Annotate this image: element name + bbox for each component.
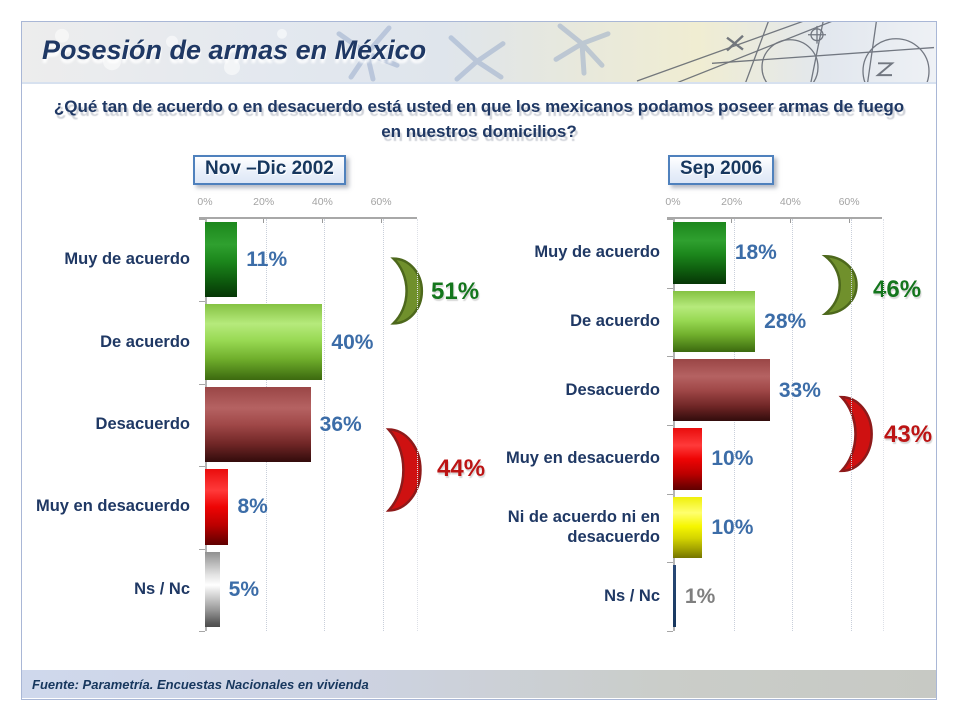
category-label-ns-nc: Ns / Nc xyxy=(30,549,190,631)
bar-muy-en-desacuerdo xyxy=(673,428,703,490)
category-axis-tick xyxy=(667,562,673,564)
disagree-total-2006: 43% xyxy=(884,421,933,448)
agree-total-2006: 46% xyxy=(873,276,922,303)
bar-ni-de-acuerdo-ni-en-desacuerdo xyxy=(673,496,703,559)
category-axis-tick xyxy=(199,219,205,220)
gridline xyxy=(851,219,853,631)
disagree-crescent-2002 xyxy=(368,425,424,515)
category-label-text: De acuerdo xyxy=(570,312,660,331)
category-axis-tick xyxy=(667,631,673,632)
bar-muy-en-desacuerdo xyxy=(205,469,229,545)
category-label-muy-en-desacuerdo: Muy en desacuerdo xyxy=(30,466,190,548)
bar-de-acuerdo xyxy=(205,304,323,380)
page-title: Posesión de armas en México xyxy=(42,35,427,65)
category-label-text: De acuerdo xyxy=(100,332,190,351)
axis-tick-label: 20% xyxy=(721,196,743,208)
header-decoration xyxy=(55,22,935,82)
value-label-muy-en-desacuerdo: 10% xyxy=(711,447,754,471)
bar-muy-de-acuerdo xyxy=(673,222,726,284)
x-axis-line xyxy=(667,217,882,219)
agree-crescent-2002 xyxy=(375,255,425,327)
axis-tick-label: 0% xyxy=(665,196,681,208)
value-label-ns-nc: 5% xyxy=(228,577,260,601)
axis-tick-label: 0% xyxy=(197,196,213,208)
axis-tick-mark xyxy=(380,219,382,223)
category-label-muy-de-acuerdo: Muy de acuerdo xyxy=(30,219,190,301)
bar-de-acuerdo xyxy=(673,290,756,353)
axis-tick-label: 60% xyxy=(370,196,392,208)
category-label-ni-de-acuerdo-ni-en-desacuerdo: Ni de acuerdo ni en desacuerdo xyxy=(474,494,660,563)
category-label-text: Desacuerdo xyxy=(565,380,660,399)
bar-ns-nc xyxy=(205,551,220,627)
bar-ns-nc xyxy=(673,565,676,627)
category-label-text: Muy en desacuerdo xyxy=(505,449,660,468)
category-axis-tick xyxy=(199,466,205,468)
gridline xyxy=(792,219,794,631)
category-label-text: Ns / Nc xyxy=(604,586,660,605)
plot-area xyxy=(673,219,884,631)
axis-tick-label: 20% xyxy=(253,196,275,208)
chart-period-label: Nov –Dic 2002 xyxy=(193,155,346,185)
category-axis-tick xyxy=(667,425,673,426)
category-label-ns-nc: Ns / Nc xyxy=(474,562,660,631)
gridline xyxy=(324,219,326,631)
axis-tick-mark xyxy=(731,219,733,223)
category-label-muy-de-acuerdo: Muy de acuerdo xyxy=(474,219,660,288)
chart-period-label: Sep 2006 xyxy=(668,155,775,185)
slide-header: Posesión de armas en México xyxy=(22,22,936,84)
gridline xyxy=(383,219,385,631)
value-label-muy-de-acuerdo: 11% xyxy=(246,248,288,272)
category-axis-tick xyxy=(199,631,205,632)
value-label-ni-de-acuerdo-ni-en-desacuerdo: 10% xyxy=(711,516,754,539)
value-label-desacuerdo: 33% xyxy=(778,378,821,402)
category-label-de-acuerdo: De acuerdo xyxy=(474,288,660,357)
category-axis-tick xyxy=(667,219,673,220)
category-label-text: Muy en desacuerdo xyxy=(35,497,190,516)
category-axis-tick xyxy=(199,301,205,303)
axis-tick-label: 40% xyxy=(779,196,801,208)
category-label-text: Desacuerdo xyxy=(95,415,190,434)
gridline xyxy=(733,219,735,631)
category-axis-tick xyxy=(667,287,673,289)
category-axis-tick xyxy=(667,356,673,358)
bar-muy-de-acuerdo xyxy=(205,222,238,298)
category-label-desacuerdo: Desacuerdo xyxy=(474,356,660,425)
agree-crescent-2006 xyxy=(805,253,860,317)
bar-desacuerdo xyxy=(673,359,770,421)
category-axis-tick xyxy=(199,383,205,385)
agree-total-2002: 51% xyxy=(431,278,480,305)
value-label-de-acuerdo: 40% xyxy=(331,330,374,354)
category-label-text: Ni de acuerdo ni en desacuerdo xyxy=(507,508,660,546)
category-label-muy-en-desacuerdo: Muy en desacuerdo xyxy=(474,425,660,494)
axis-tick-mark xyxy=(789,219,791,223)
category-label-text: Muy de acuerdo xyxy=(64,250,190,269)
axis-tick-mark xyxy=(263,219,265,223)
category-label-text: Ns / Nc xyxy=(134,579,190,598)
value-label-desacuerdo: 36% xyxy=(319,413,362,436)
category-axis-tick xyxy=(199,548,205,550)
axis-tick-label: 40% xyxy=(311,196,333,208)
value-label-de-acuerdo: 28% xyxy=(764,310,807,333)
x-axis-line xyxy=(199,217,417,219)
axis-tick-label: 60% xyxy=(838,196,860,208)
axis-tick-mark xyxy=(848,219,850,223)
disagree-total-2002: 44% xyxy=(437,455,486,482)
value-label-muy-de-acuerdo: 18% xyxy=(734,241,777,265)
category-label-desacuerdo: Desacuerdo xyxy=(30,384,190,466)
category-label-text: Muy de acuerdo xyxy=(534,243,660,262)
slide: Posesión de armas en México ¿Qué tan de … xyxy=(21,21,937,700)
category-label-de-acuerdo: De acuerdo xyxy=(30,301,190,383)
source-note: Fuente: Parametría. Encuestas Nacionales… xyxy=(22,670,936,698)
disagree-crescent-2006 xyxy=(822,393,875,475)
category-axis-tick xyxy=(667,493,673,495)
bar-desacuerdo xyxy=(205,386,311,463)
axis-tick-mark xyxy=(321,219,323,223)
value-label-muy-en-desacuerdo: 8% xyxy=(237,495,268,519)
value-label-ns-nc: 1% xyxy=(684,584,716,608)
survey-question: ¿Qué tan de acuerdo o en desacuerdo está… xyxy=(53,97,905,141)
